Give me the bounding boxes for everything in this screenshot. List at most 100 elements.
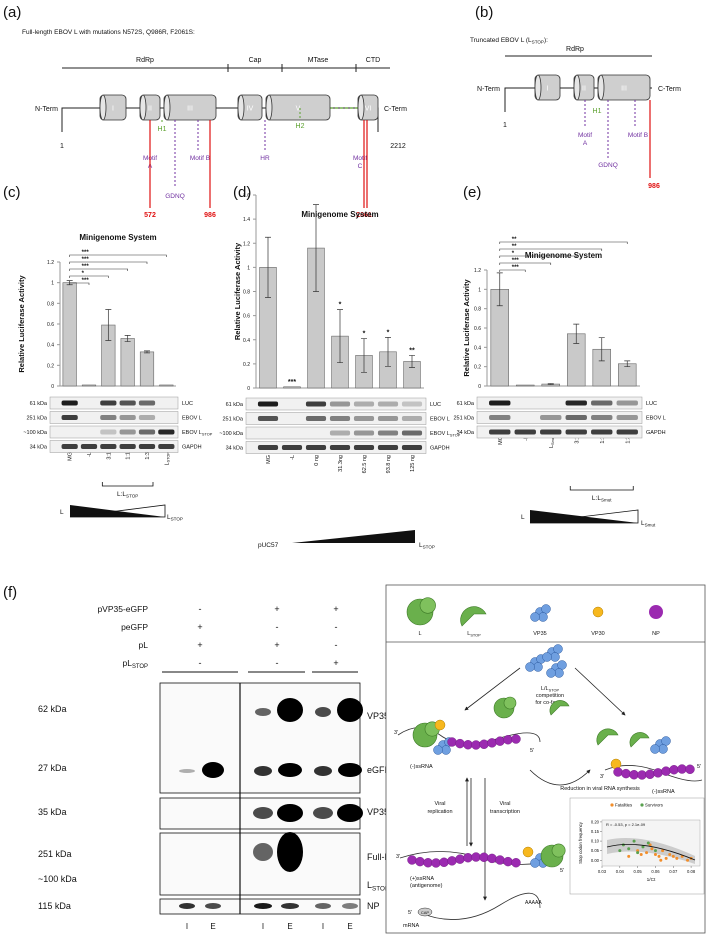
np xyxy=(511,858,521,868)
category-label: MG xyxy=(266,455,272,464)
bar xyxy=(516,384,535,387)
block-label: VI xyxy=(365,106,372,113)
x-tick-label: 0.06 xyxy=(651,869,660,874)
mrna-strand xyxy=(417,892,541,920)
blot-band xyxy=(377,430,399,436)
blot-band xyxy=(100,429,117,435)
panel-title: Full-length EBOV L with mutations N572S,… xyxy=(22,29,195,36)
y-tick-label: 1.2 xyxy=(474,268,481,274)
np xyxy=(423,858,433,868)
blot-band xyxy=(329,416,351,421)
np xyxy=(447,737,457,747)
blot-strip xyxy=(476,396,643,410)
lstop-protein xyxy=(629,732,650,748)
domain-block-end xyxy=(265,94,273,121)
condition-sign: + xyxy=(197,640,202,650)
error-bar xyxy=(313,204,319,292)
y-tick-label: 1.4 xyxy=(243,217,250,223)
label: H1 xyxy=(593,108,602,115)
x-tick-label: 0.07 xyxy=(669,869,678,874)
category-label: 1:1 xyxy=(600,436,606,444)
category-label: MG xyxy=(68,452,74,461)
significance-bracket xyxy=(69,261,148,264)
group-bracket xyxy=(101,482,154,487)
kda-marker: ~100 kDa xyxy=(219,431,244,437)
blot-band xyxy=(315,903,331,909)
trend-line xyxy=(606,843,696,861)
subscript: STOP xyxy=(171,517,183,522)
kda-marker: 61 kDa xyxy=(226,402,244,408)
label-part: L xyxy=(367,880,372,890)
scatter-point xyxy=(686,858,690,862)
y-tick-label: 0.15 xyxy=(591,829,600,834)
np xyxy=(653,768,663,778)
blot-band xyxy=(329,401,351,407)
condition-sign: - xyxy=(276,658,279,668)
label-part: L/L xyxy=(541,686,549,692)
legend-label: LSTOP xyxy=(467,631,481,637)
scatter-point xyxy=(632,839,636,843)
blot-band xyxy=(565,429,587,435)
vp30 xyxy=(592,606,604,618)
category-label: 1:3 xyxy=(145,452,151,460)
legend-label: L xyxy=(418,631,421,637)
label-part: EBOV L xyxy=(182,430,202,436)
kda-marker: 115 kDa xyxy=(38,901,71,911)
error-bar xyxy=(409,355,415,368)
kda-marker: 27 kDa xyxy=(38,763,67,773)
blot-band xyxy=(254,766,272,776)
blot-band xyxy=(257,416,279,421)
backbone xyxy=(61,107,379,132)
significance: *** xyxy=(82,250,90,256)
merge-arrow xyxy=(529,769,591,786)
blot-strip xyxy=(245,397,427,411)
subscript: Smut xyxy=(601,498,612,503)
label-part: L xyxy=(419,542,423,549)
error-bar xyxy=(573,323,580,344)
kda-marker: 35 kDa xyxy=(38,807,67,817)
strand-end: 5' xyxy=(697,764,701,770)
condition-sign: + xyxy=(333,604,338,614)
significance: *** xyxy=(288,379,296,386)
scatter-point xyxy=(646,841,650,845)
gradient-label: L xyxy=(521,514,525,521)
label-part: L:L xyxy=(117,491,126,498)
y-tick-label: 0.2 xyxy=(474,365,481,371)
kda-marker: ~100 kDa xyxy=(38,874,77,884)
gradient-label: pUC57 xyxy=(258,542,279,549)
blot-band xyxy=(255,708,271,716)
strand-end: 3' xyxy=(396,854,400,860)
panel-label: (d) xyxy=(233,184,251,201)
significance-bracket xyxy=(499,241,628,244)
group-label: L:LSTOP xyxy=(117,491,138,499)
scatter-point xyxy=(661,849,665,853)
l-protein-lobe xyxy=(419,597,436,614)
blot-band xyxy=(377,401,399,407)
blot-band xyxy=(278,763,302,777)
y-tick-label: 0 xyxy=(247,386,250,392)
x-tick-label: 0.08 xyxy=(687,869,696,874)
subscript: STOP xyxy=(450,433,461,437)
vp30 xyxy=(434,719,446,731)
label: N-Term xyxy=(35,106,58,113)
y-tick-label: 1.2 xyxy=(47,260,54,266)
rna-label: (-)ssRNA xyxy=(410,764,433,770)
subscript: STOP xyxy=(470,633,481,637)
mutation-label: 572 xyxy=(144,212,156,219)
condition-sign: + xyxy=(197,622,202,632)
np xyxy=(621,768,631,779)
vp35 xyxy=(557,660,567,670)
y-tick-label: 0.4 xyxy=(47,343,54,349)
kda-marker: 61 kDa xyxy=(30,401,48,407)
motif-label: A xyxy=(583,140,588,147)
np xyxy=(511,734,521,744)
chart-title: Minigenome System xyxy=(525,251,602,260)
np xyxy=(495,736,505,746)
error-bar xyxy=(385,336,391,367)
condition-sign: + xyxy=(274,640,279,650)
label-part: Truncated EBOV L (L xyxy=(470,37,532,44)
np xyxy=(479,852,489,862)
y-tick-label: 0 xyxy=(51,384,54,390)
kda-marker: 61 kDa xyxy=(457,401,475,407)
significance-bracket xyxy=(499,269,526,272)
